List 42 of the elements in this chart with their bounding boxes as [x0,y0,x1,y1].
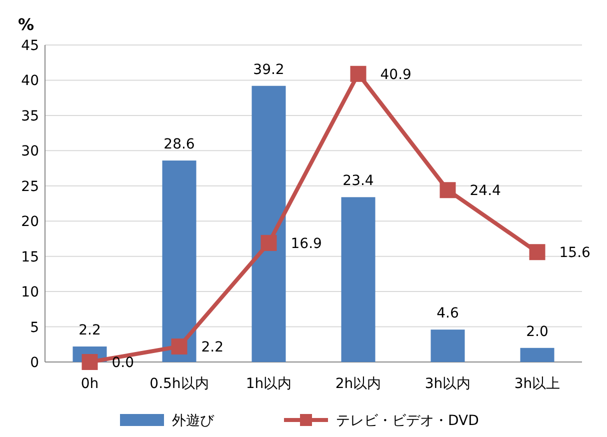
data-label: 28.6 [164,136,195,153]
x-tick-label: 0.5h以内 [150,376,209,392]
bar [430,330,465,362]
x-tick-label: 1h以内 [246,376,292,392]
point [529,244,546,260]
point [350,66,366,82]
data-label: 23.4 [342,173,374,190]
bar [252,86,286,362]
point [260,234,277,251]
y-tick-label: 0 [30,355,39,371]
legend-label: テレビ・ビデオ・DVD [336,413,479,429]
data-label: 40.9 [380,66,412,83]
data-label: 2.0 [526,324,548,340]
y-tick-label: 40 [21,73,39,90]
y-tick-label: 20 [21,214,39,230]
point [82,354,98,370]
point [440,182,456,198]
y-tick-label: 25 [21,178,39,195]
y-tick-label: 10 [21,284,39,301]
data-label: 16.9 [290,236,322,252]
data-label: 24.4 [470,183,502,200]
bar [341,197,376,362]
data-label: 2.2 [201,340,224,356]
y-tick-label: 45 [21,38,39,54]
y-tick-label: 30 [21,144,39,160]
x-tick-label: 3h以上 [514,376,560,392]
y-tick-label: 5 [30,320,39,336]
y-axis-title: % [18,15,34,34]
data-label: 39.2 [253,62,284,78]
data-label: 4.6 [436,306,459,322]
x-tick-label: 0h [80,376,99,392]
x-tick-label: 2h以内 [335,376,382,392]
point [171,338,188,354]
x-tick-label: 3h以内 [424,376,471,392]
data-label: 15.6 [559,245,591,262]
bar [520,348,554,362]
legend-label: 外遊び [172,413,215,429]
bar [162,160,196,362]
y-tick-label: 15 [21,249,39,266]
y-tick-label: 35 [21,108,39,124]
data-label: 2.2 [78,322,101,338]
data-label: 0.0 [112,355,134,371]
